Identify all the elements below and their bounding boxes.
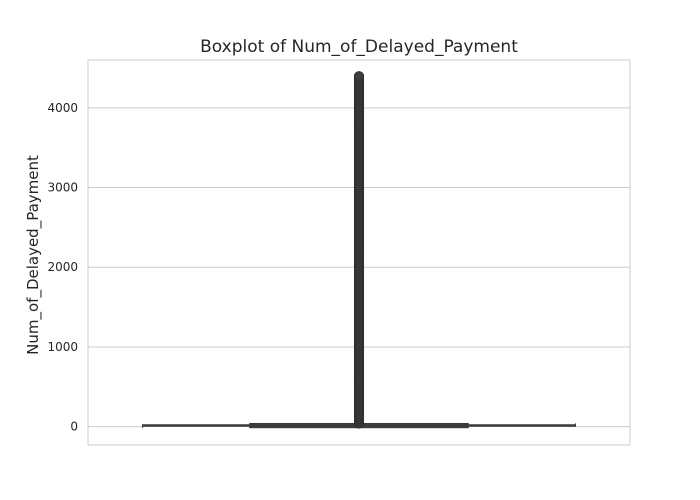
outlier-points	[353, 71, 365, 429]
chart-title: Boxplot of Num_of_Delayed_Payment	[200, 37, 518, 57]
y-tick-label: 4000	[47, 101, 78, 115]
y-tick-label: 2000	[47, 260, 78, 274]
outlier-point	[353, 71, 365, 82]
y-axis-label: Num_of_Delayed_Payment	[24, 155, 43, 355]
y-tick-labels: 0 1000 2000 3000 4000	[47, 101, 78, 434]
y-tick-label: 0	[70, 420, 78, 434]
y-tick-label: 3000	[47, 181, 78, 195]
y-tick-label: 1000	[47, 340, 78, 354]
